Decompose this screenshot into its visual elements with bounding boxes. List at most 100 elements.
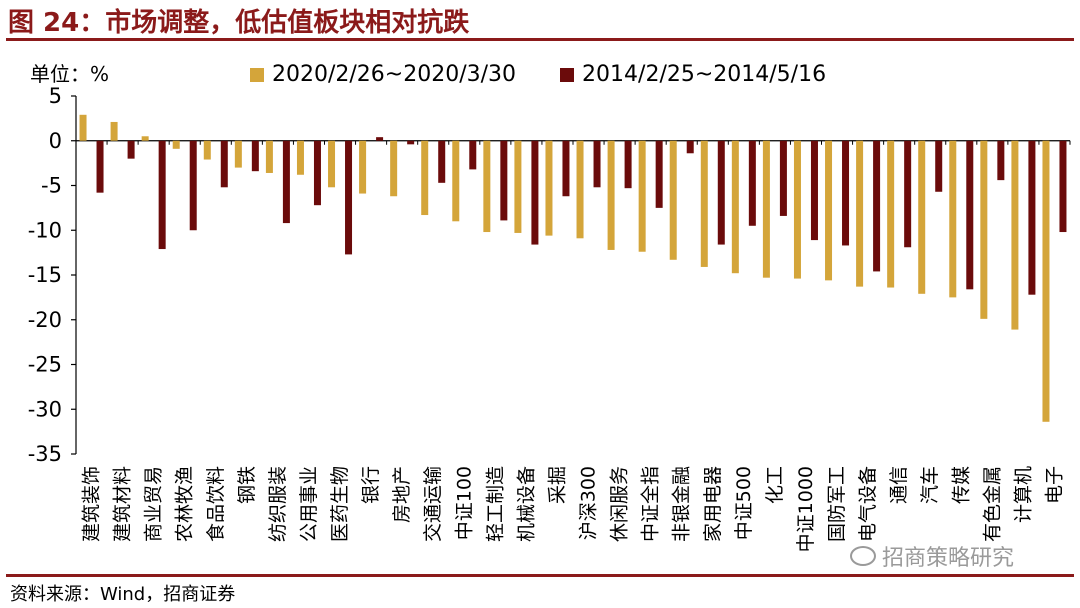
bar-series-2: [127, 140, 135, 159]
x-category-label: 中证500: [733, 466, 755, 540]
bar-series-2: [531, 140, 539, 245]
bar-series-1: [234, 140, 242, 168]
bar-series-2: [500, 140, 508, 221]
y-tick-label: -25: [28, 353, 62, 377]
y-tick-label: 0: [49, 129, 62, 153]
title-rule: [6, 38, 1074, 41]
bar-series-1: [514, 140, 522, 233]
bar-series-1: [359, 140, 367, 194]
source-note: 资料来源：Wind，招商证券: [10, 584, 236, 605]
bar-series-1: [141, 136, 149, 141]
bar-series-2: [1028, 140, 1036, 295]
y-tick-label: -30: [28, 397, 62, 421]
x-category-label: 休闲服务: [609, 466, 631, 542]
legend-item-series-1: 2020/2/26~2020/3/30: [250, 62, 516, 87]
y-tick-label: -5: [41, 174, 62, 198]
bar-series-1: [79, 114, 87, 141]
bar-series-2: [779, 140, 787, 216]
bar-series-2: [1059, 140, 1067, 233]
bar-series-1: [825, 140, 833, 281]
bar-series-2: [189, 140, 197, 231]
x-category-label: 钢铁: [236, 466, 258, 504]
bar-series-1: [918, 140, 926, 294]
x-category-label: 家用电器: [702, 466, 724, 542]
bar-series-1: [793, 140, 801, 279]
bar-series-2: [438, 140, 446, 183]
x-category-label: 银行: [360, 466, 382, 504]
x-category-label: 电气设备: [857, 466, 879, 542]
bar-series-2: [966, 140, 974, 290]
x-category-label: 轻工制造: [484, 466, 506, 542]
y-tick-label: -15: [28, 263, 62, 287]
bar-series-1: [887, 140, 895, 288]
x-category-label: 有色金属: [981, 466, 1003, 542]
x-category-label: 化工: [764, 466, 786, 504]
x-category-label: 通信: [888, 466, 910, 504]
bar-series-2: [873, 140, 881, 272]
bar-series-1: [980, 140, 988, 319]
bar-series-2: [313, 140, 321, 206]
x-category-label: 机械设备: [515, 466, 537, 542]
bar-series-1: [762, 140, 770, 278]
bar-series-2: [376, 137, 384, 141]
x-category-label: 医药生物: [329, 466, 351, 542]
bar-series-1: [421, 140, 429, 216]
x-category-label: 中证全指: [640, 466, 662, 542]
bar-series-1: [949, 140, 957, 298]
legend-label-series-1: 2020/2/26~2020/3/30: [272, 62, 517, 87]
bar-series-1: [172, 140, 180, 149]
watermark: 招商策略研究: [850, 540, 1014, 572]
bar-series-2: [96, 140, 104, 193]
bar-series-2: [158, 140, 166, 250]
bar-series-1: [576, 140, 584, 239]
bar-series-2: [842, 140, 850, 246]
bar-series-1: [669, 140, 677, 260]
bar-series-1: [607, 140, 615, 250]
x-category-label: 沪深300: [578, 466, 600, 540]
bar-series-2: [935, 140, 943, 192]
bar-series-1: [731, 140, 739, 274]
x-category-label: 非银金融: [671, 466, 693, 542]
bar-series-2: [717, 140, 725, 245]
x-category-label: 建筑材料: [112, 466, 134, 542]
bar-series-2: [345, 140, 353, 255]
y-tick-label: -35: [28, 442, 62, 466]
bar-chart: 5 0 -5 -10 -15 -20 -25 -30 -35 建筑装饰 建筑材料 商业贸易 农林牧渔 食品…: [28, 84, 1071, 552]
y-tick-label: 5: [49, 84, 62, 108]
x-category-label: 计算机: [1012, 466, 1034, 523]
bar-series-2: [469, 140, 477, 170]
x-category-label: 商业贸易: [143, 466, 165, 542]
bar-series-1: [452, 140, 460, 222]
x-category-label: 房地产: [391, 466, 413, 523]
x-category-label: 公用事业: [298, 466, 320, 542]
bar-series-1: [1042, 140, 1050, 422]
x-category-label: 农林牧渔: [174, 466, 196, 542]
bar-series-1: [328, 140, 336, 188]
x-category-label: 中证1000: [795, 466, 817, 552]
bar-series-2: [251, 140, 259, 172]
bar-series-1: [856, 140, 864, 287]
legend-swatch-series-1: [250, 67, 264, 82]
bar-series-1: [1011, 140, 1019, 330]
bar-series-2: [997, 140, 1005, 181]
legend-item-series-2: 2014/2/25~2014/5/16: [560, 62, 826, 87]
x-category-label: 国防军工: [826, 466, 848, 542]
x-category-label: 传媒: [950, 466, 972, 504]
x-category-label: 汽车: [919, 466, 941, 504]
bar-series-2: [904, 140, 912, 248]
bar-series-1: [700, 140, 708, 267]
bar-series-1: [203, 140, 211, 160]
bar-series-2: [748, 140, 756, 226]
bar-series-2: [624, 140, 632, 189]
figure-title: 图 24：市场调整，低估值板块相对抗跌: [8, 8, 470, 38]
legend-label-series-2: 2014/2/25~2014/5/16: [582, 62, 827, 87]
chart-legend: 2020/2/26~2020/3/30 2014/2/25~2014/5/16: [250, 62, 826, 87]
wechat-icon: [850, 546, 876, 566]
unit-label: 单位：%: [30, 62, 110, 86]
x-category-label: 纺织服装: [267, 466, 289, 542]
x-category-label: 建筑装饰: [81, 466, 103, 542]
legend-swatch-series-2: [560, 67, 575, 82]
bar-series-1: [296, 140, 304, 175]
x-category-label: 中证100: [453, 466, 475, 540]
bar-series-1: [483, 140, 491, 233]
